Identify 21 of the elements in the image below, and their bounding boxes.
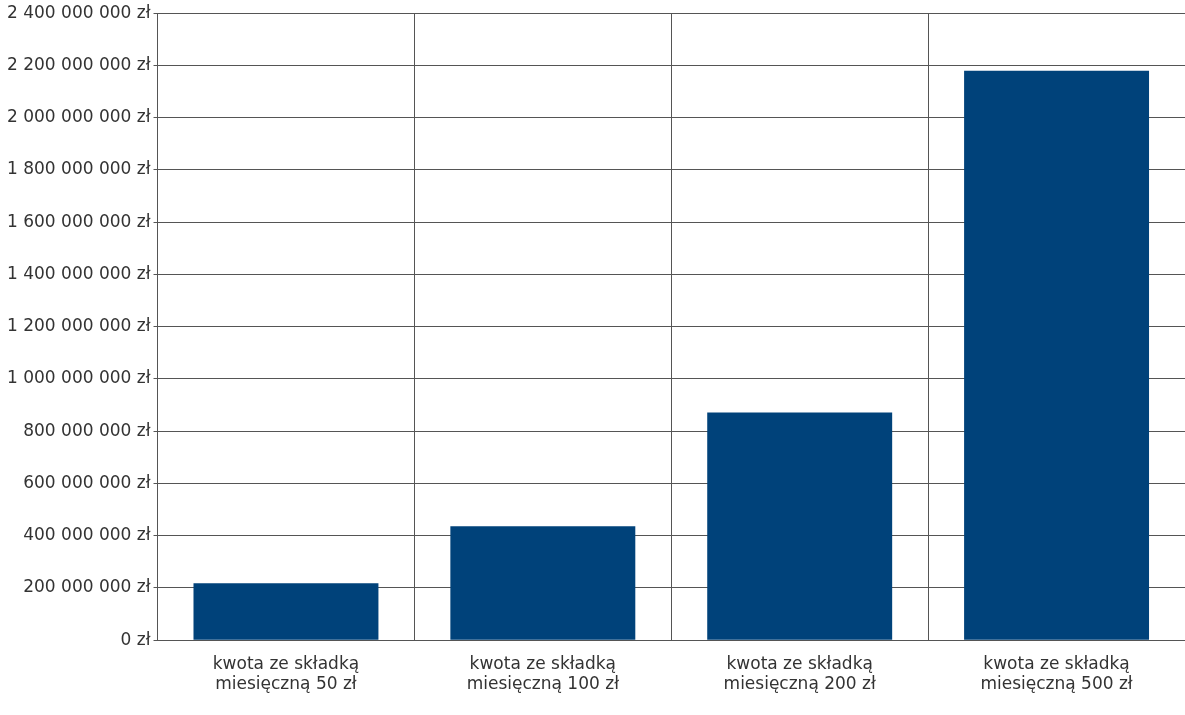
x-tick-label: kwota ze składką miesięczną 100 zł [466, 652, 620, 694]
y-tick-label: 1 200 000 000 zł [7, 315, 151, 336]
x-tick-label: kwota ze składką miesięczną 500 zł [980, 652, 1133, 694]
y-tick-label: 2 200 000 000 zł [7, 53, 151, 74]
bar [450, 526, 636, 640]
bar [707, 412, 893, 640]
y-tick-label: 800 000 000 zł [23, 419, 151, 440]
y-tick-label: 2 000 000 000 zł [7, 106, 151, 127]
bar [964, 70, 1150, 640]
y-tick-label: 1 400 000 000 zł [7, 262, 151, 283]
y-tick-label: 200 000 000 zł [23, 576, 151, 597]
y-tick-label: 0 zł [120, 628, 151, 649]
y-tick-label: 1 000 000 000 zł [7, 367, 151, 388]
x-tick-label: kwota ze składką miesięczną 50 zł [212, 652, 360, 694]
y-tick-label: 600 000 000 zł [23, 471, 151, 492]
y-tick-label: 1 600 000 000 zł [7, 210, 151, 231]
y-tick-label: 1 800 000 000 zł [7, 158, 151, 179]
y-tick-label: 400 000 000 zł [23, 524, 151, 545]
x-tick-label: kwota ze składką miesięczną 200 zł [723, 652, 876, 694]
y-tick-label: 2 400 000 000 zł [7, 1, 151, 22]
bar [193, 583, 379, 640]
